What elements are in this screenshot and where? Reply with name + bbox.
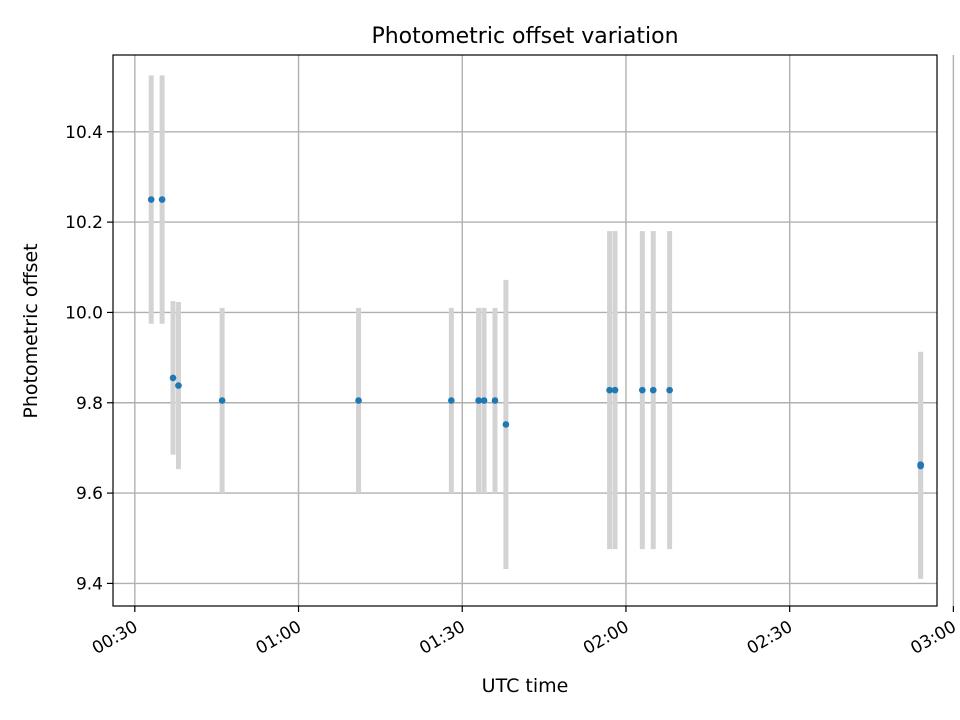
x-axis-label: UTC time bbox=[482, 675, 569, 697]
grid-lines bbox=[113, 55, 955, 606]
data-point bbox=[917, 461, 924, 468]
data-point bbox=[158, 196, 166, 203]
plot-frame bbox=[112, 54, 938, 607]
y-tick-label: 10.4 bbox=[65, 123, 103, 143]
y-tick-label: 10.0 bbox=[65, 303, 103, 323]
data-point bbox=[175, 382, 182, 389]
data-point bbox=[639, 386, 646, 394]
data-point bbox=[480, 397, 488, 404]
y-tick-label: 10.2 bbox=[65, 213, 103, 233]
data-point bbox=[475, 397, 482, 404]
data-points bbox=[147, 196, 924, 470]
data-point bbox=[502, 421, 510, 428]
data-point bbox=[355, 397, 362, 404]
data-point bbox=[649, 386, 657, 394]
data-point bbox=[606, 386, 613, 394]
data-point bbox=[611, 386, 619, 394]
y-tick-label: 9.4 bbox=[76, 574, 103, 594]
data-point bbox=[448, 397, 455, 404]
data-point bbox=[218, 397, 226, 404]
chart-title: Photometric offset variation bbox=[371, 24, 678, 49]
data-point bbox=[666, 386, 673, 394]
y-axis-label: Photometric offset bbox=[20, 243, 42, 418]
y-axis-ticks: 9.4 9.6 9.8 10.0 10.2 10.4 bbox=[65, 123, 113, 594]
data-point bbox=[491, 397, 499, 404]
data-point bbox=[147, 196, 155, 203]
y-tick-label: 9.6 bbox=[76, 484, 103, 504]
y-tick-label: 9.8 bbox=[76, 394, 103, 414]
data-point bbox=[169, 374, 177, 382]
